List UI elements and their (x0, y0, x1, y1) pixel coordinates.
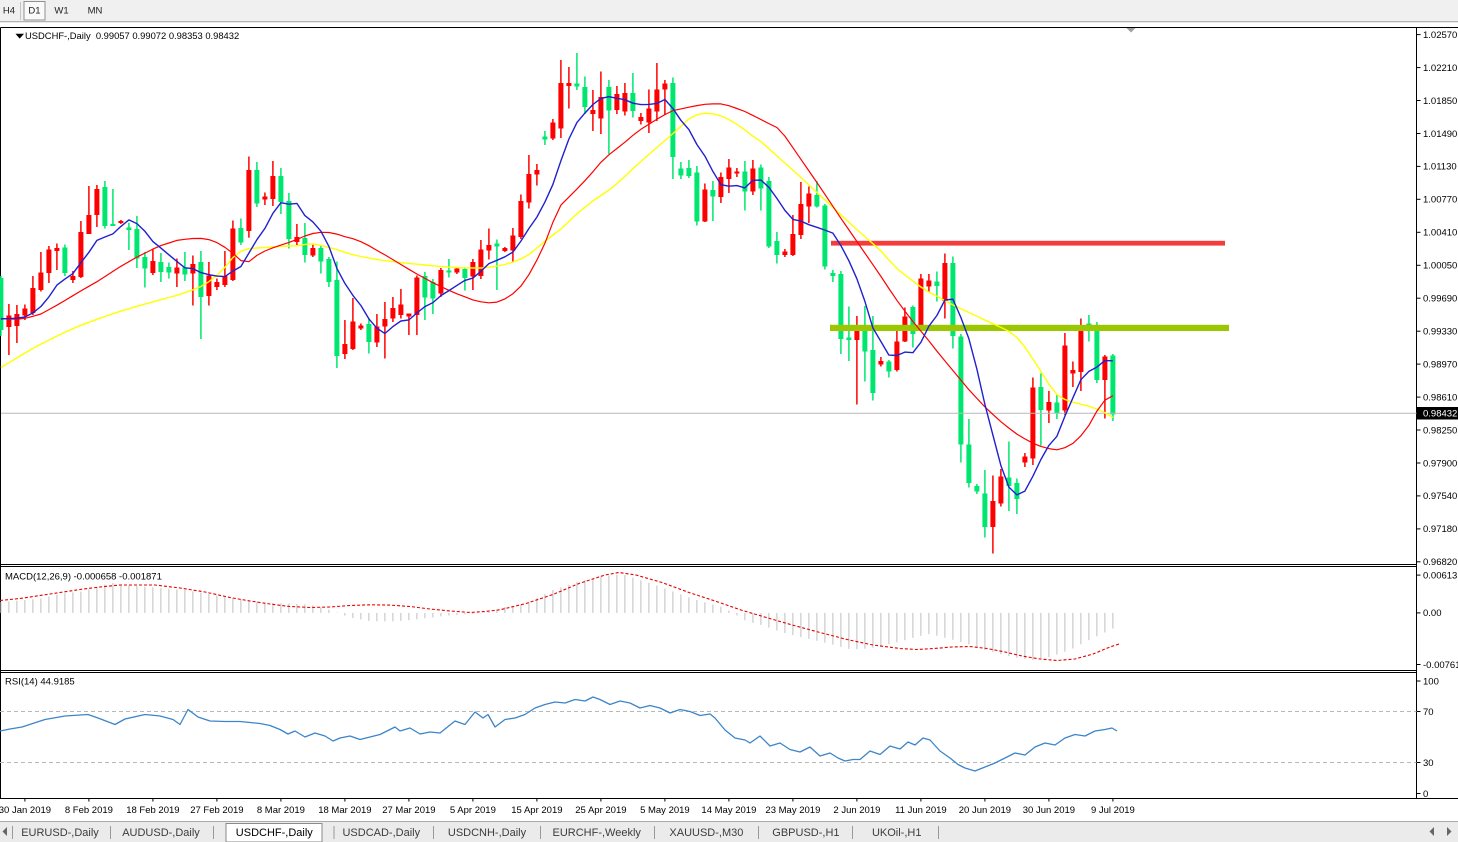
svg-text:25 Apr 2019: 25 Apr 2019 (575, 805, 626, 816)
svg-text:EURCHF-,Weekly: EURCHF-,Weekly (552, 827, 641, 839)
svg-text:USDCNH-,Daily: USDCNH-,Daily (448, 827, 527, 839)
svg-text:30 Jan 2019: 30 Jan 2019 (0, 805, 51, 816)
svg-text:1.00410: 1.00410 (1423, 228, 1457, 239)
svg-text:20 Jun 2019: 20 Jun 2019 (959, 805, 1011, 816)
svg-text:0.97540: 0.97540 (1423, 491, 1457, 502)
svg-text:0.99330: 0.99330 (1423, 327, 1457, 338)
svg-text:-0.007612: -0.007612 (1423, 660, 1458, 671)
svg-text:RSI(14) 44.9185: RSI(14) 44.9185 (5, 677, 75, 688)
svg-text:GBPUSD-,H1: GBPUSD-,H1 (772, 827, 839, 839)
svg-text:11 Jun 2019: 11 Jun 2019 (895, 805, 947, 816)
svg-text:0.96820: 0.96820 (1423, 557, 1457, 568)
svg-text:0.98250: 0.98250 (1423, 425, 1457, 436)
svg-text:0.00613: 0.00613 (1423, 570, 1457, 581)
svg-text:8 Feb 2019: 8 Feb 2019 (65, 805, 113, 816)
svg-text:5 May 2019: 5 May 2019 (640, 805, 690, 816)
svg-text:1.01850: 1.01850 (1423, 96, 1457, 107)
svg-text:MN: MN (88, 6, 103, 17)
svg-text:0.98432: 0.98432 (1423, 409, 1457, 420)
svg-text:18 Mar 2019: 18 Mar 2019 (318, 805, 371, 816)
svg-text:30: 30 (1423, 758, 1434, 769)
svg-text:100: 100 (1423, 676, 1439, 687)
svg-text:0: 0 (1423, 789, 1428, 800)
svg-text:1.02570: 1.02570 (1423, 30, 1457, 41)
svg-text:USDCHF-,Daily: USDCHF-,Daily (236, 827, 314, 839)
svg-text:1.01130: 1.01130 (1423, 162, 1457, 173)
svg-text:AUDUSD-,Daily: AUDUSD-,Daily (122, 827, 200, 839)
svg-text:USDCHF-,Daily 0.99057 0.99072: USDCHF-,Daily 0.99057 0.99072 0.98353 0.… (25, 30, 239, 41)
svg-text:0.98610: 0.98610 (1423, 392, 1457, 403)
svg-text:1.00770: 1.00770 (1423, 195, 1457, 206)
svg-text:15 Apr 2019: 15 Apr 2019 (511, 805, 562, 816)
svg-text:XAUUSD-,M30: XAUUSD-,M30 (669, 827, 743, 839)
svg-text:30 Jun 2019: 30 Jun 2019 (1023, 805, 1075, 816)
svg-text:14 May 2019: 14 May 2019 (701, 805, 756, 816)
svg-text:W1: W1 (54, 6, 68, 17)
svg-text:5 Apr 2019: 5 Apr 2019 (450, 805, 496, 816)
svg-text:1.02210: 1.02210 (1423, 63, 1457, 74)
svg-text:0.97180: 0.97180 (1423, 524, 1457, 535)
svg-text:1.01490: 1.01490 (1423, 129, 1457, 140)
svg-text:1.00050: 1.00050 (1423, 261, 1457, 272)
svg-text:UKOil-,H1: UKOil-,H1 (872, 827, 922, 839)
svg-text:0.00: 0.00 (1423, 608, 1442, 619)
svg-text:70: 70 (1423, 707, 1434, 718)
svg-text:0.98970: 0.98970 (1423, 359, 1457, 370)
svg-text:H4: H4 (3, 6, 15, 17)
svg-text:23 May 2019: 23 May 2019 (765, 805, 820, 816)
svg-text:9 Jul 2019: 9 Jul 2019 (1091, 805, 1135, 816)
svg-text:27 Mar 2019: 27 Mar 2019 (382, 805, 435, 816)
svg-text:MACD(12,26,9) -0.000658 -0.001: MACD(12,26,9) -0.000658 -0.001871 (5, 572, 162, 583)
svg-text:18 Feb 2019: 18 Feb 2019 (126, 805, 179, 816)
svg-text:8 Mar 2019: 8 Mar 2019 (257, 805, 305, 816)
svg-text:0.99690: 0.99690 (1423, 294, 1457, 305)
svg-text:D1: D1 (28, 6, 40, 17)
svg-text:2 Jun 2019: 2 Jun 2019 (833, 805, 880, 816)
svg-text:USDCAD-,Daily: USDCAD-,Daily (342, 827, 420, 839)
svg-text:0.97900: 0.97900 (1423, 458, 1457, 469)
svg-text:27 Feb 2019: 27 Feb 2019 (190, 805, 243, 816)
svg-text:EURUSD-,Daily: EURUSD-,Daily (21, 827, 99, 839)
